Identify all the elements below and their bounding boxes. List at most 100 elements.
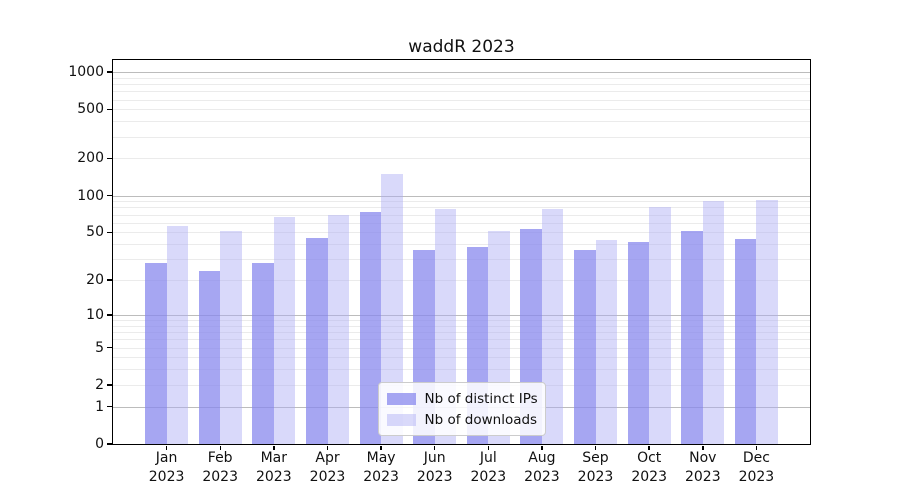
y-tick-label-200: 200 [77, 150, 104, 167]
gridline-minor-500 [113, 109, 810, 111]
x-tick-label-jun: Jun 2023 [403, 449, 467, 487]
y-tick-label-0: 0 [95, 436, 104, 452]
bar-distinct-ips-apr [306, 237, 328, 444]
bar-distinct-ips-feb [198, 270, 221, 444]
y-tick-mark-20 [106, 279, 112, 281]
x-tick-label-jul: Jul 2023 [456, 449, 520, 487]
gridline-minor-20 [113, 280, 810, 282]
bar-distinct-ips-may [359, 212, 382, 444]
x-tick-mark-dec [755, 445, 758, 450]
x-tick-label-sep: Sep 2023 [564, 449, 628, 487]
x-tick-mark-jun [433, 445, 436, 450]
x-tick-label-line: Jan [155, 450, 178, 466]
x-tick-label-mar: Mar 2023 [242, 449, 306, 487]
legend-item-downloads: Nb of downloads [385, 409, 539, 430]
x-tick-label-line: Apr [315, 450, 340, 466]
bar-downloads-dec [756, 199, 778, 444]
x-tick-label-feb: Feb 2023 [188, 449, 252, 487]
y-tick-label-20: 20 [86, 272, 104, 289]
bar-downloads-apr [327, 214, 349, 444]
x-tick-label-line: 2023 [577, 469, 614, 485]
y-tick-mark-500 [106, 108, 112, 110]
legend-swatch-downloads [386, 413, 416, 426]
bar-downloads-feb [220, 231, 242, 444]
gridline-minor-3 [113, 369, 810, 371]
y-tick-label-500: 500 [77, 101, 104, 118]
x-tick-label-line: 2023 [363, 469, 399, 485]
x-tick-label-line: Sep [582, 450, 609, 466]
y-tick-label-5: 5 [95, 339, 104, 356]
x-tick-label-line: 2023 [631, 469, 667, 485]
x-tick-label-line: Dec [742, 450, 770, 466]
x-tick-label-line: May [366, 450, 396, 466]
bar-distinct-ips-dec [734, 239, 757, 444]
bar-downloads-aug [541, 208, 564, 444]
x-tick-label-dec: Dec 2023 [724, 449, 788, 487]
x-tick-mark-apr [326, 445, 329, 450]
gridline-major-1000 [113, 72, 810, 73]
y-tick-label-10: 10 [86, 306, 104, 323]
gridline-minor-9 [113, 320, 810, 321]
x-tick-label-line: Oct [637, 450, 662, 466]
gridline-minor-60 [113, 222, 810, 224]
x-tick-mark-oct [648, 445, 650, 450]
plot-area: Nb of distinct IPs Nb of downloads [112, 59, 811, 445]
y-tick-label-1000: 1000 [68, 64, 104, 80]
y-tick-label-2: 2 [95, 376, 104, 393]
gridline-minor-900 [113, 77, 810, 79]
x-tick-label-line: 2023 [309, 469, 346, 485]
x-tick-mark-jul [487, 445, 490, 450]
bar-distinct-ips-mar [252, 262, 274, 444]
gridline-minor-50 [113, 232, 810, 234]
x-tick-label-line: Nov [689, 450, 717, 466]
x-tick-mark-aug [541, 445, 543, 450]
y-tick-mark-50 [106, 231, 112, 233]
y-tick-mark-100 [106, 194, 112, 197]
bar-distinct-ips-jan [145, 262, 167, 444]
gridline-minor-90 [113, 201, 810, 203]
x-tick-label-apr: Apr 2023 [296, 449, 360, 487]
gridline-minor-30 [113, 259, 810, 261]
x-tick-label-line: 2023 [202, 469, 238, 485]
legend: Nb of distinct IPs Nb of downloads [377, 382, 546, 436]
legend-swatch-distinct-ips [386, 392, 416, 405]
x-tick-mark-jan [165, 445, 168, 450]
legend-item-distinct-ips: Nb of distinct IPs [385, 388, 539, 409]
legend-label-distinct-ips: Nb of distinct IPs [424, 390, 538, 407]
gridline-minor-400 [113, 121, 810, 123]
x-tick-mark-nov [702, 445, 704, 450]
y-tick-label-50: 50 [86, 224, 104, 241]
gridline-major-100 [113, 195, 810, 197]
legend-label-downloads: Nb of downloads [424, 411, 538, 428]
gridline-minor-7 [113, 332, 810, 333]
x-tick-label-line: 2023 [738, 469, 775, 485]
gridline-minor-600 [113, 99, 810, 101]
x-tick-label-may: May 2023 [349, 449, 413, 487]
bar-downloads-nov [702, 201, 725, 444]
y-tick-label-1: 1 [95, 398, 104, 415]
x-tick-mark-feb [219, 445, 221, 450]
gridline-minor-6 [113, 339, 810, 341]
x-tick-label-aug: Aug 2023 [510, 449, 574, 487]
x-tick-label-nov: Nov 2023 [671, 449, 735, 487]
x-tick-label-line: 2023 [524, 469, 560, 485]
bar-distinct-ips-oct [627, 241, 650, 444]
gridline-minor-5 [113, 347, 810, 349]
x-tick-label-line: Jun [423, 450, 446, 466]
x-tick-label-oct: Oct 2023 [617, 449, 681, 487]
y-tick-mark-1000 [106, 71, 112, 73]
y-tick-mark-5 [106, 346, 112, 349]
x-tick-mark-sep [594, 445, 597, 450]
y-tick-mark-200 [106, 157, 112, 160]
y-tick-mark-1 [106, 405, 112, 408]
bar-downloads-sep [595, 240, 617, 444]
gridline-minor-80 [113, 207, 810, 209]
x-tick-label-line: Mar [260, 450, 287, 466]
bar-distinct-ips-sep [574, 249, 596, 444]
x-tick-mark-mar [273, 445, 275, 450]
bar-downloads-oct [649, 206, 671, 444]
x-tick-label-line: 2023 [416, 469, 453, 485]
x-tick-label-jan: Jan 2023 [135, 449, 199, 487]
bar-downloads-mar [273, 216, 296, 444]
